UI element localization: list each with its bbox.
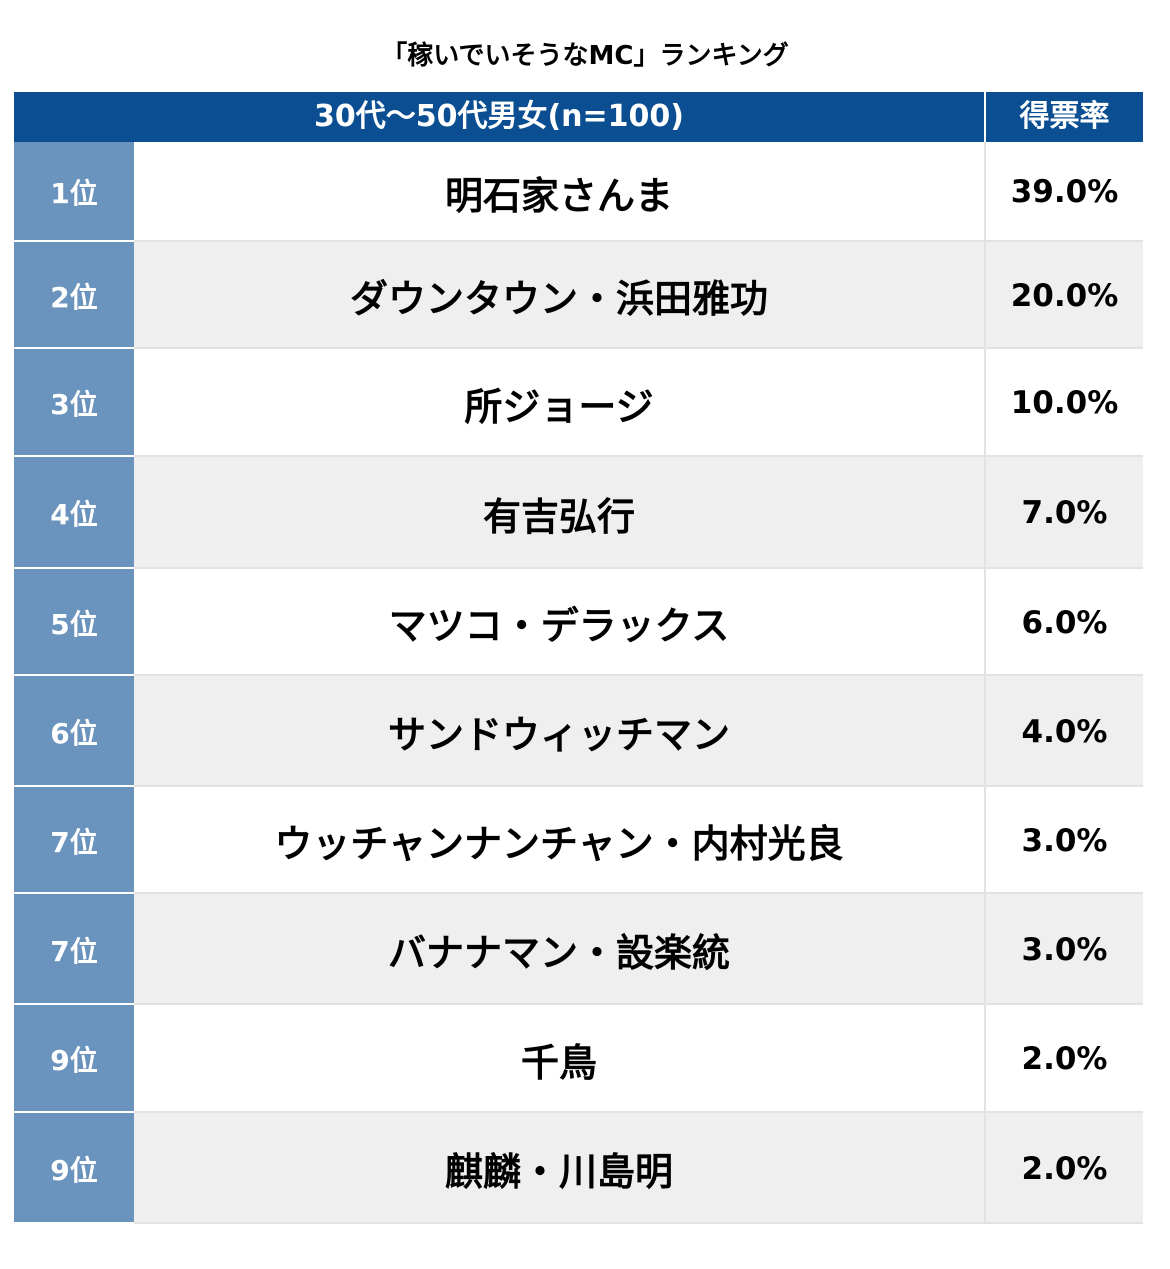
rank-divider bbox=[14, 240, 134, 242]
table-row: 9位 麒麟・川島明 2.0% bbox=[14, 1113, 1143, 1224]
mc-name: 麒麟・川島明 bbox=[134, 1113, 984, 1224]
rank-label: 2位 bbox=[14, 242, 134, 349]
column-divider bbox=[984, 569, 986, 676]
column-divider bbox=[984, 1113, 986, 1224]
table-row: 4位 有吉弘行 7.0% bbox=[14, 457, 1143, 569]
table-row: 1位 明石家さんま 39.0% bbox=[14, 142, 1143, 242]
table-row: 2位 ダウンタウン・浜田雅功 20.0% bbox=[14, 242, 1143, 349]
column-divider bbox=[984, 242, 986, 349]
row-divider bbox=[134, 567, 1143, 569]
column-divider bbox=[984, 676, 986, 787]
column-divider bbox=[984, 1005, 986, 1113]
table-row: 7位 ウッチャンナンチャン・内村光良 3.0% bbox=[14, 787, 1143, 894]
vote-rate: 20.0% bbox=[986, 242, 1143, 349]
row-divider bbox=[134, 1111, 1143, 1113]
rank-divider bbox=[14, 1222, 134, 1224]
rank-label: 4位 bbox=[14, 457, 134, 569]
ranking-table: 1位 明石家さんま 39.0% 2位 ダウンタウン・浜田雅功 20.0% 3位 所ジョージ 10… bbox=[14, 142, 1143, 1228]
vote-rate: 7.0% bbox=[986, 457, 1143, 569]
vote-rate: 2.0% bbox=[986, 1113, 1143, 1224]
rank-divider bbox=[14, 892, 134, 894]
rate-header: 得票率 bbox=[986, 92, 1143, 142]
rank-divider bbox=[14, 455, 134, 457]
mc-name: 千鳥 bbox=[134, 1005, 984, 1113]
row-divider bbox=[134, 455, 1143, 457]
column-divider bbox=[984, 894, 986, 1005]
column-divider bbox=[984, 142, 986, 242]
rank-label: 7位 bbox=[14, 787, 134, 894]
table-row: 5位 マツコ・デラックス 6.0% bbox=[14, 569, 1143, 676]
row-divider bbox=[134, 892, 1143, 894]
column-divider bbox=[984, 457, 986, 569]
mc-name: 明石家さんま bbox=[134, 142, 984, 242]
rank-label: 7位 bbox=[14, 894, 134, 1005]
mc-name: 所ジョージ bbox=[134, 349, 984, 457]
rank-divider bbox=[14, 1111, 134, 1113]
row-divider bbox=[134, 1222, 1143, 1224]
table-row: 9位 千鳥 2.0% bbox=[14, 1005, 1143, 1113]
mc-name: ダウンタウン・浜田雅功 bbox=[134, 242, 984, 349]
table-row: 6位 サンドウィッチマン 4.0% bbox=[14, 676, 1143, 787]
rank-label: 1位 bbox=[14, 142, 134, 242]
mc-name: ウッチャンナンチャン・内村光良 bbox=[134, 787, 984, 894]
rank-label: 9位 bbox=[14, 1113, 134, 1224]
row-divider bbox=[134, 240, 1143, 242]
rank-divider bbox=[14, 674, 134, 676]
row-divider bbox=[134, 347, 1143, 349]
mc-name: マツコ・デラックス bbox=[134, 569, 984, 676]
rank-label: 3位 bbox=[14, 349, 134, 457]
rank-label: 9位 bbox=[14, 1005, 134, 1113]
rank-divider bbox=[14, 347, 134, 349]
rank-divider bbox=[14, 785, 134, 787]
vote-rate: 39.0% bbox=[986, 142, 1143, 242]
column-divider bbox=[984, 349, 986, 457]
rank-divider bbox=[14, 1003, 134, 1005]
rank-label: 6位 bbox=[14, 676, 134, 787]
row-divider bbox=[134, 1003, 1143, 1005]
vote-rate: 3.0% bbox=[986, 894, 1143, 1005]
column-divider bbox=[984, 787, 986, 894]
row-divider bbox=[134, 674, 1143, 676]
group-header: 30代〜50代男女(n=100) bbox=[14, 92, 984, 142]
vote-rate: 3.0% bbox=[986, 787, 1143, 894]
vote-rate: 2.0% bbox=[986, 1005, 1143, 1113]
table-row: 3位 所ジョージ 10.0% bbox=[14, 349, 1143, 457]
vote-rate: 10.0% bbox=[986, 349, 1143, 457]
mc-name: バナナマン・設楽統 bbox=[134, 894, 984, 1005]
vote-rate: 4.0% bbox=[986, 676, 1143, 787]
vote-rate: 6.0% bbox=[986, 569, 1143, 676]
rank-divider bbox=[14, 567, 134, 569]
rank-label: 5位 bbox=[14, 569, 134, 676]
row-divider bbox=[134, 785, 1143, 787]
chart-title: 「稼いでいそうなMC」ランキング bbox=[381, 41, 789, 71]
mc-name: サンドウィッチマン bbox=[134, 676, 984, 787]
table-row: 7位 バナナマン・設楽統 3.0% bbox=[14, 894, 1143, 1005]
mc-name: 有吉弘行 bbox=[134, 457, 984, 569]
